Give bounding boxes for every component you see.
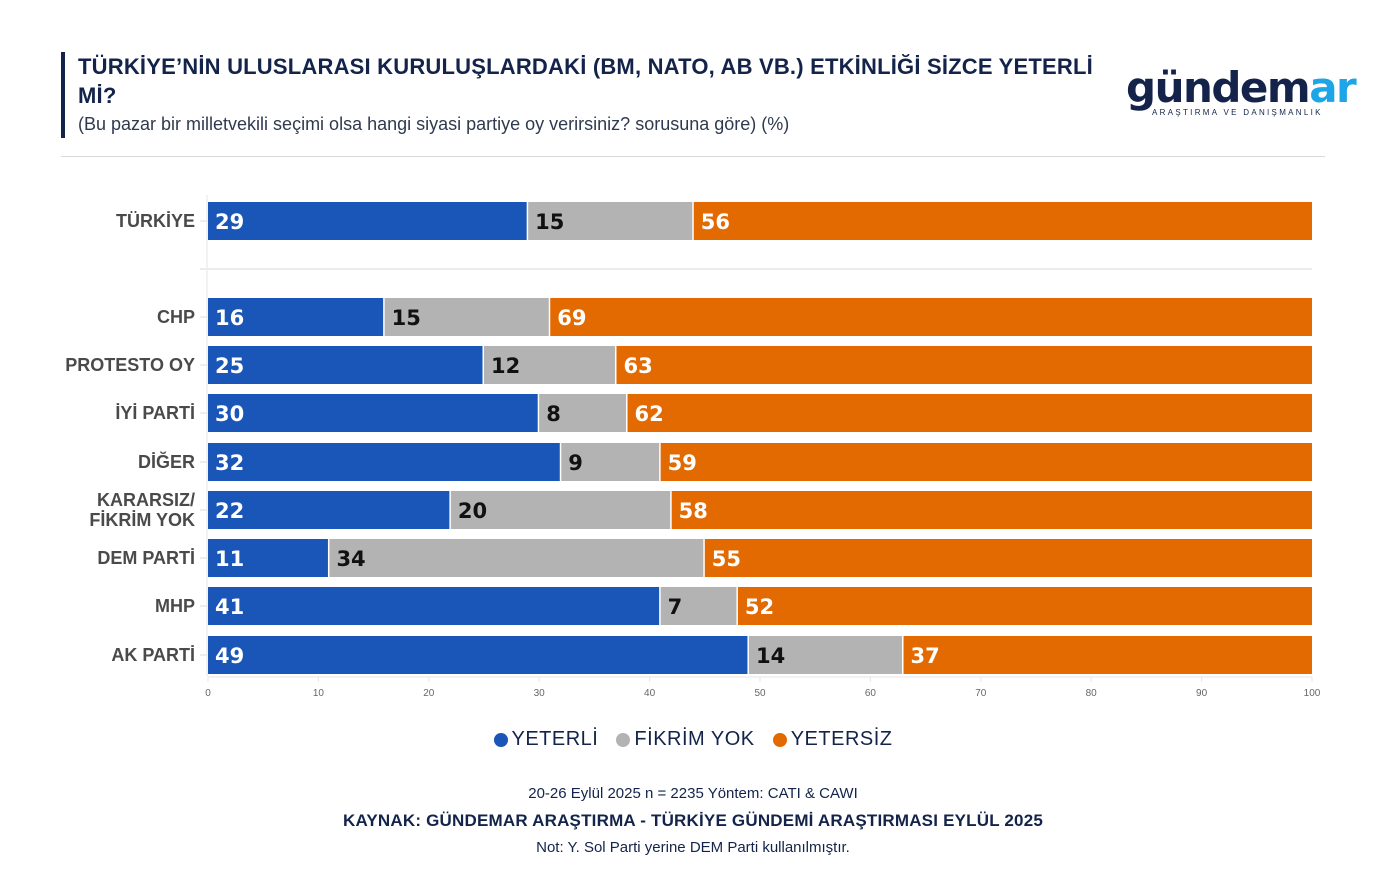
logo-wordmark: gündemar bbox=[1126, 63, 1357, 112]
data-label: 11 bbox=[215, 547, 244, 571]
bar-segment-fi̇kri̇m-yok bbox=[329, 539, 704, 577]
data-label: 56 bbox=[701, 210, 730, 234]
x-tick-label: 100 bbox=[1304, 688, 1321, 699]
legend-dot-icon bbox=[493, 732, 508, 747]
data-label: 69 bbox=[557, 306, 586, 330]
y-tick-label: İYİ PARTİ bbox=[115, 403, 195, 423]
data-label: 8 bbox=[546, 402, 561, 426]
stacked-bar-chart: TÜRKİYE 29 15 56 CHP 16 15 69 PROTESTO OY 25 12 63 İ… bbox=[65, 195, 1321, 699]
bar-segment-yeterli̇ bbox=[208, 346, 483, 384]
footnote: Not: Y. Sol Parti yerine DEM Parti kulla… bbox=[536, 839, 850, 856]
bar-segment-yetersi̇z bbox=[693, 202, 1312, 240]
bar-segment-yetersi̇z bbox=[627, 394, 1312, 432]
data-label: 15 bbox=[392, 306, 421, 330]
bar-segment-yeterli̇ bbox=[208, 202, 527, 240]
x-tick-label: 90 bbox=[1196, 688, 1208, 699]
logo-tagline: ARAŞTIRMA VE DANIŞMANLIK bbox=[1152, 108, 1323, 117]
x-tick-label: 60 bbox=[865, 688, 877, 699]
x-tick-label: 70 bbox=[975, 688, 987, 699]
data-label: 52 bbox=[745, 595, 774, 619]
legend-label: YETERSİZ bbox=[790, 728, 893, 750]
y-tick-label-line: KARARSIZ/ bbox=[97, 490, 195, 510]
chart-legend: YETERLİ FİKRİM YOK YETERSİZ bbox=[0, 728, 1386, 753]
bar-segment-yeterli̇ bbox=[208, 636, 748, 674]
bar-segment-yeterli̇ bbox=[208, 298, 384, 336]
y-tick-label: DİĞER bbox=[138, 451, 195, 472]
logo-word-accent: ar bbox=[1309, 63, 1357, 112]
data-label: 41 bbox=[215, 595, 244, 619]
x-tick-label: 20 bbox=[423, 688, 435, 699]
bar-segment-fi̇kri̇m-yok bbox=[660, 587, 737, 625]
bar-segment-fi̇kri̇m-yok bbox=[561, 443, 660, 481]
data-label: 32 bbox=[215, 451, 244, 475]
bar-segment-yeterli̇ bbox=[208, 539, 328, 577]
x-tick-label: 80 bbox=[1086, 688, 1098, 699]
y-tick-label: DEM PARTİ bbox=[97, 548, 195, 568]
data-label: 15 bbox=[535, 210, 564, 234]
header-divider bbox=[61, 156, 1325, 157]
legend-dot-icon bbox=[616, 732, 631, 747]
data-label: 25 bbox=[215, 354, 244, 378]
data-label: 55 bbox=[712, 547, 741, 571]
bar-segment-yetersi̇z bbox=[671, 491, 1312, 529]
bar-segment-fi̇kri̇m-yok bbox=[484, 346, 615, 384]
bar-segment-yetersi̇z bbox=[550, 298, 1312, 336]
data-label: 34 bbox=[336, 547, 365, 571]
data-label: 14 bbox=[756, 644, 785, 668]
data-label: 30 bbox=[215, 402, 244, 426]
bar-segment-yetersi̇z bbox=[737, 587, 1312, 625]
legend-item-fikrim-yok: FİKRİM YOK bbox=[616, 728, 754, 751]
data-label: 37 bbox=[911, 644, 940, 668]
title-accent-bar bbox=[61, 52, 65, 138]
bar-segment-yetersi̇z bbox=[616, 346, 1312, 384]
data-label: 20 bbox=[458, 499, 487, 523]
legend-label: YETERLİ bbox=[511, 728, 599, 750]
legend-dot-icon bbox=[772, 732, 787, 747]
bar-segment-yeterli̇ bbox=[208, 587, 660, 625]
chart-subtitle: (Bu pazar bir milletvekili seçimi olsa h… bbox=[78, 114, 790, 134]
bar-segment-fi̇kri̇m-yok bbox=[384, 298, 549, 336]
y-tick-label: KARARSIZ/FİKRİM YOK bbox=[89, 490, 195, 530]
y-tick-label: CHP bbox=[157, 307, 195, 327]
legend-label: FİKRİM YOK bbox=[634, 728, 755, 750]
data-label: 58 bbox=[679, 499, 708, 523]
data-label: 63 bbox=[623, 354, 652, 378]
x-tick-label: 0 bbox=[205, 688, 211, 699]
data-label: 22 bbox=[215, 499, 244, 523]
bar-segment-fi̇kri̇m-yok bbox=[450, 491, 671, 529]
y-tick-label-line: FİKRİM YOK bbox=[89, 510, 195, 530]
bar-segment-fi̇kri̇m-yok bbox=[528, 202, 693, 240]
bar-segment-yetersi̇z bbox=[704, 539, 1312, 577]
chart-title: TÜRKİYE’NİN ULUSLARASI KURULUŞLARDAKİ (B… bbox=[78, 54, 1093, 108]
y-tick-label: AK PARTİ bbox=[111, 645, 195, 665]
source-line: KAYNAK: GÜNDEMAR ARAŞTIRMA - TÜRKİYE GÜN… bbox=[342, 811, 1044, 830]
y-tick-label: PROTESTO OY bbox=[65, 355, 195, 375]
gundemar-logo: gündemar ARAŞTIRMA VE DANIŞMANLIK bbox=[1126, 63, 1357, 126]
bar-segment-fi̇kri̇m-yok bbox=[748, 636, 903, 674]
y-tick-label: MHP bbox=[155, 596, 195, 616]
logo-word-main: gündem bbox=[1126, 63, 1311, 112]
bar-segment-yetersi̇z bbox=[903, 636, 1312, 674]
legend-item-yetersiz: YETERSİZ bbox=[772, 728, 893, 751]
x-tick-label: 10 bbox=[313, 688, 325, 699]
bar-segment-fi̇kri̇m-yok bbox=[539, 394, 627, 432]
data-label: 29 bbox=[215, 210, 244, 234]
bar-segment-yetersi̇z bbox=[660, 443, 1312, 481]
bar-segment-yeterli̇ bbox=[208, 443, 560, 481]
data-label: 49 bbox=[215, 644, 244, 668]
legend-item-yeterli: YETERLİ bbox=[493, 728, 599, 751]
survey-method: 20-26 Eylül 2025 n = 2235 Yöntem: CATI &… bbox=[528, 785, 858, 802]
data-label: 59 bbox=[668, 451, 697, 475]
data-label: 9 bbox=[568, 451, 583, 475]
y-tick-label: TÜRKİYE bbox=[116, 211, 195, 231]
x-tick-label: 50 bbox=[754, 688, 766, 699]
bar-segment-yeterli̇ bbox=[208, 491, 450, 529]
data-label: 7 bbox=[668, 595, 683, 619]
x-tick-label: 30 bbox=[534, 688, 546, 699]
data-label: 12 bbox=[491, 354, 520, 378]
x-tick-label: 40 bbox=[644, 688, 656, 699]
data-label: 62 bbox=[635, 402, 664, 426]
data-label: 16 bbox=[215, 306, 244, 330]
bar-segment-yeterli̇ bbox=[208, 394, 538, 432]
